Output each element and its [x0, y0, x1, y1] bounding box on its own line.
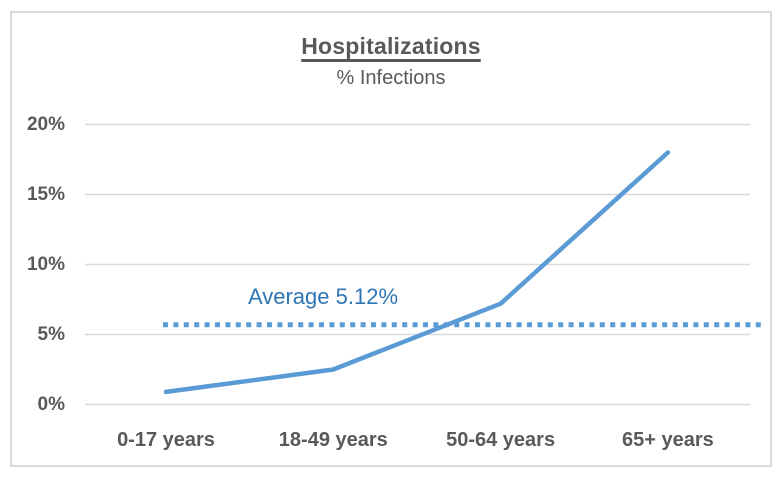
x-axis-category-label: 65+ years: [622, 429, 714, 451]
average-annotation: Average 5.12%: [247, 284, 399, 309]
data-line: [163, 150, 671, 395]
y-axis-tick-label: 0%: [37, 393, 65, 415]
y-axis-tick-label: 5%: [37, 323, 65, 345]
y-axis-tick-label: 10%: [26, 253, 65, 275]
chart-title: Hospitalizations: [301, 33, 481, 59]
x-axis-category-label: 50-64 years: [446, 429, 556, 451]
x-axis-category-label: 0-17 years: [117, 429, 215, 451]
x-axis-category-label: 18-49 years: [278, 429, 388, 451]
y-axis-tick-label: 20%: [26, 113, 65, 135]
chart-subtitle: % Infections: [336, 67, 446, 89]
y-axis-tick-label: 15%: [26, 183, 65, 205]
chart-border-frame: [10, 11, 772, 467]
